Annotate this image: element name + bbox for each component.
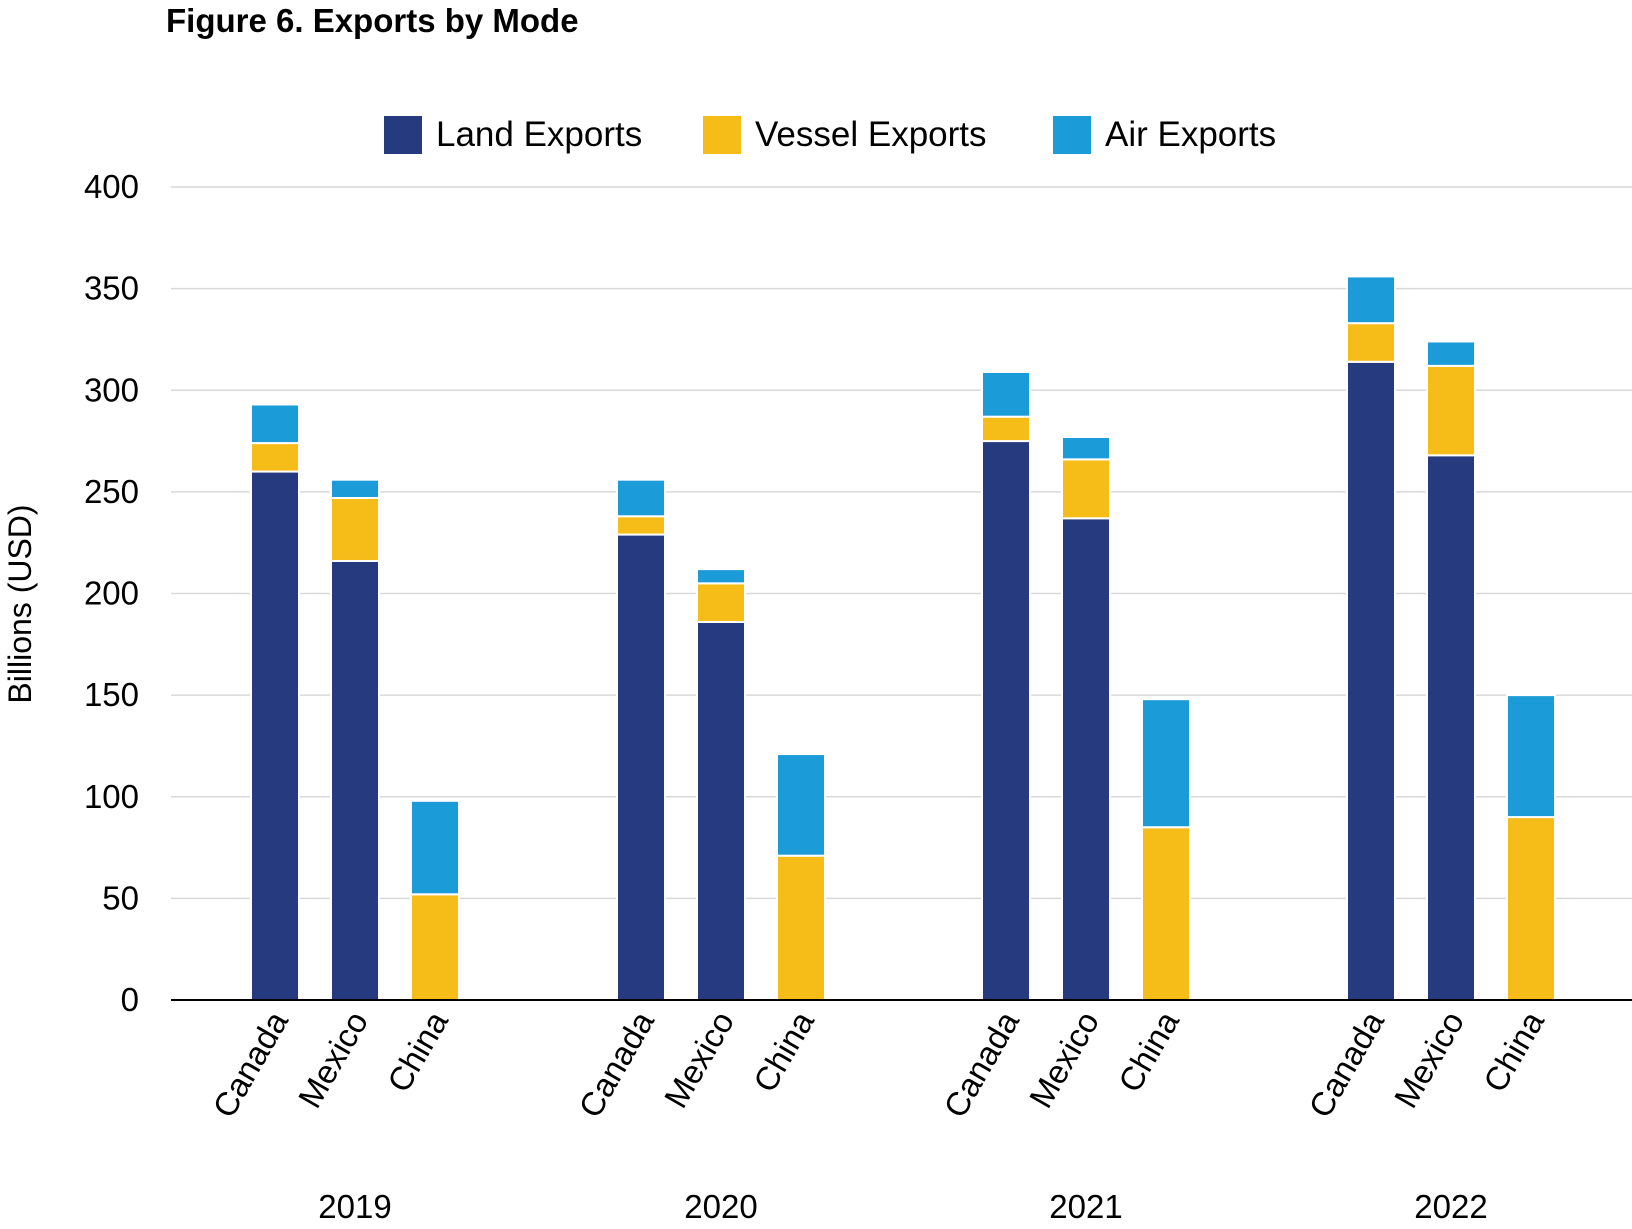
category-label: China [380, 1004, 455, 1098]
category-label: Mexico [1022, 1005, 1106, 1114]
bar-air-exports-2020-canada [616, 478, 666, 518]
year-label: 2021 [1049, 1188, 1122, 1225]
legend: Land Exports Vessel Exports Air Exports [384, 115, 1276, 154]
legend-swatch-land-exports [384, 116, 422, 154]
bar-vessel-exports-2019-china [410, 893, 460, 1001]
bar-air-exports-2020-china [776, 753, 826, 857]
category-label: Canada [205, 1004, 295, 1123]
bar-air-exports-2019-mexico [330, 478, 380, 499]
bar-vessel-exports-2021-canada [981, 415, 1031, 443]
legend-label: Vessel Exports [755, 115, 987, 154]
category-label: Canada [571, 1004, 661, 1123]
bar-vessel-exports-2019-mexico [330, 496, 380, 562]
bars [250, 275, 1556, 1002]
y-tick-label: 150 [84, 676, 139, 713]
bar-vessel-exports-2020-mexico [696, 582, 746, 623]
bar-land-exports-2019-canada [250, 470, 300, 1001]
y-axis-ticks: 0 50 100 150 200 250 300 350 400 [84, 168, 139, 1018]
bar-land-exports-2021-mexico [1061, 517, 1111, 1001]
bar-vessel-exports-2022-canada [1346, 322, 1396, 363]
bar-land-exports-2021-canada [981, 440, 1031, 1001]
bar-air-exports-2021-mexico [1061, 435, 1111, 461]
category-label: Mexico [1387, 1005, 1471, 1114]
y-tick-label: 200 [84, 575, 139, 612]
y-tick-label: 300 [84, 371, 139, 408]
category-label: Mexico [291, 1005, 375, 1114]
gridlines [171, 186, 1632, 900]
bar-vessel-exports-2022-mexico [1426, 364, 1476, 457]
legend-swatch-air-exports [1053, 116, 1091, 154]
category-label: Canada [936, 1004, 1026, 1123]
bar-vessel-exports-2021-mexico [1061, 458, 1111, 520]
y-tick-label: 350 [84, 270, 139, 307]
legend-label: Air Exports [1105, 115, 1276, 154]
bar-air-exports-2022-china [1506, 694, 1556, 819]
legend-label: Land Exports [436, 115, 642, 154]
bar-air-exports-2021-china [1141, 698, 1191, 829]
category-label: China [1476, 1004, 1551, 1098]
year-label: 2022 [1414, 1188, 1487, 1225]
y-axis-label: Billions (USD) [2, 504, 38, 703]
legend-swatch-vessel-exports [703, 116, 741, 154]
year-label: 2019 [318, 1188, 391, 1225]
y-tick-label: 0 [121, 981, 139, 1018]
bar-land-exports-2020-mexico [696, 620, 746, 1002]
y-tick-label: 400 [84, 168, 139, 205]
bar-vessel-exports-2020-canada [616, 515, 666, 536]
bar-air-exports-2022-canada [1346, 275, 1396, 325]
bar-vessel-exports-2020-china [776, 854, 826, 1001]
bar-vessel-exports-2021-china [1141, 826, 1191, 1001]
chart-title: Figure 6. Exports by Mode [166, 2, 579, 39]
bar-land-exports-2022-canada [1346, 360, 1396, 1002]
bar-air-exports-2019-china [410, 799, 460, 896]
bar-air-exports-2020-mexico [696, 568, 746, 585]
y-tick-label: 250 [84, 473, 139, 510]
category-label: Canada [1301, 1004, 1391, 1123]
bar-vessel-exports-2019-canada [250, 442, 300, 473]
bar-vessel-exports-2022-china [1506, 816, 1556, 1002]
year-label: 2020 [684, 1188, 757, 1225]
y-tick-label: 100 [84, 778, 139, 815]
category-label: China [1111, 1004, 1186, 1098]
bar-land-exports-2022-mexico [1426, 454, 1476, 1002]
category-label: Mexico [657, 1005, 741, 1114]
category-label: China [746, 1004, 821, 1098]
bar-air-exports-2022-mexico [1426, 340, 1476, 367]
bar-air-exports-2021-canada [981, 370, 1031, 418]
y-tick-label: 50 [102, 879, 139, 916]
year-labels: 2019 2020 2021 2022 [318, 1188, 1487, 1225]
bar-land-exports-2019-mexico [330, 559, 380, 1001]
bar-land-exports-2020-canada [616, 533, 666, 1001]
bar-air-exports-2019-canada [250, 403, 300, 445]
